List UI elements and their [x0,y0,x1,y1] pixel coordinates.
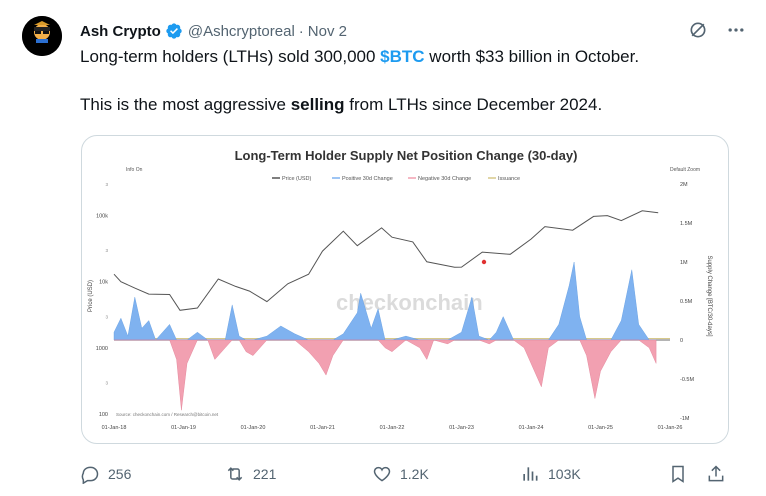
repost-button[interactable]: 221 [225,462,276,486]
y-right-tick-label: 0 [680,338,683,344]
y-left-tick-label: 100 [99,412,108,418]
tweet-media-chart[interactable]: Long-Term Holder Supply Net Position Cha… [81,135,729,444]
y-right-tick-label: -1M [680,416,690,422]
x-tick-label: 01-Jan-24 [519,425,544,431]
x-tick-label: 01-Jan-25 [588,425,613,431]
y-right-axis-label: Supply Change [BTC/30-days] [706,255,712,336]
zoom-label[interactable]: Default Zoom [670,167,700,173]
like-button[interactable]: 1.2K [372,462,429,486]
heart-icon [373,466,391,482]
chart-axes: 100k 10k 1000 100 3 3 3 3 Price (USD) 2M 1.5M 1M 0.5… [88,182,712,431]
tweet-date[interactable]: Nov 2 [307,22,347,40]
view-count: 103K [548,466,581,482]
x-tick-label: 01-Jan-23 [449,425,474,431]
tweet-header: Ash Crypto @Ashcryptoreal · Nov 2 [80,20,746,42]
share-icon [708,465,724,482]
y-left-axis-label: Price (USD) [88,280,94,312]
repost-icon [227,467,243,481]
more-options-icon[interactable] [726,20,746,40]
legend-label: Negative 30d Change [418,176,471,182]
x-tick-label: 01-Jan-19 [171,425,196,431]
x-tick-label: 01-Jan-18 [102,425,127,431]
verified-badge-icon [165,22,183,40]
legend-label: Price (USD) [282,176,312,182]
y-left-minor-tick-label: 3 [105,314,108,319]
highlight-dot [481,259,487,265]
y-left-minor-tick-label: 3 [105,182,108,187]
grok-icon[interactable] [688,20,708,40]
y-left-tick-label: 1000 [96,346,108,352]
cashtag-link[interactable]: $BTC [380,47,425,66]
y-right-tick-label: 1.5M [680,221,693,227]
text-segment: This is the most aggressive [80,95,291,114]
price-line-layer [113,210,659,311]
y-left-tick-label: 100k [96,214,108,220]
tweet-text: Long-term holders (LTHs) sold 300,000 $B… [80,45,740,141]
chart-source: Source: checkonchain.com / Research@bitc… [116,412,219,417]
x-tick-label: 01-Jan-22 [380,425,405,431]
tweet-actions: 256 221 1.2K 103K [80,462,728,486]
net-change-areas [113,261,657,411]
negative-change-area [114,339,657,411]
views-button[interactable]: 103K [520,462,581,486]
y-right-tick-label: 0.5M [680,299,693,305]
bold-text: selling [290,95,345,114]
y-left-minor-tick-label: 3 [105,248,108,253]
legend-label: Issuance [498,176,520,182]
info-toggle-label[interactable]: Info On [126,167,143,173]
legend-label: Positive 30d Change [342,176,393,182]
author-handle[interactable]: @Ashcryptoreal [187,22,295,40]
text-segment: worth $33 billion in October. [424,47,640,66]
x-tick-label: 01-Jan-20 [241,425,266,431]
x-tick-label: 01-Jan-21 [310,425,335,431]
like-count: 1.2K [400,466,429,482]
avatar-image [22,16,62,56]
text-segment: from LTHs since December 2024. [344,95,603,114]
bookmark-icon [672,465,684,483]
reply-count: 256 [108,466,132,482]
chart-svg: Long-Term Holder Supply Net Position Cha… [88,148,712,431]
bookmark-button[interactable] [668,462,688,486]
y-right-tick-label: -0.5M [680,377,694,383]
author-name[interactable]: Ash Crypto [80,22,161,40]
price-line [113,210,659,311]
reply-icon [81,466,99,484]
y-left-tick-label: 10k [99,280,108,286]
y-right-tick-label: 2M [680,182,688,188]
text-segment: Long-term holders (LTHs) sold 300,000 [80,47,381,66]
tweet-text-line-1: Long-term holders (LTHs) sold 300,000 $B… [80,45,740,69]
y-right-tick-label: 1M [680,260,688,266]
y-left-minor-tick-label: 3 [105,380,108,385]
avatar[interactable] [22,16,62,56]
separator: · [298,22,304,40]
tweet-text-line-2: This is the most aggressive selling from… [80,93,740,117]
share-button[interactable] [706,462,726,486]
x-tick-label: 01-Jan-26 [658,425,683,431]
views-icon [523,467,538,481]
reply-button[interactable]: 256 [80,462,131,486]
chart-title: Long-Term Holder Supply Net Position Cha… [235,148,578,163]
chart-legend: Price (USD) Positive 30d Change Negative 3… [272,176,520,182]
repost-count: 221 [253,466,277,482]
